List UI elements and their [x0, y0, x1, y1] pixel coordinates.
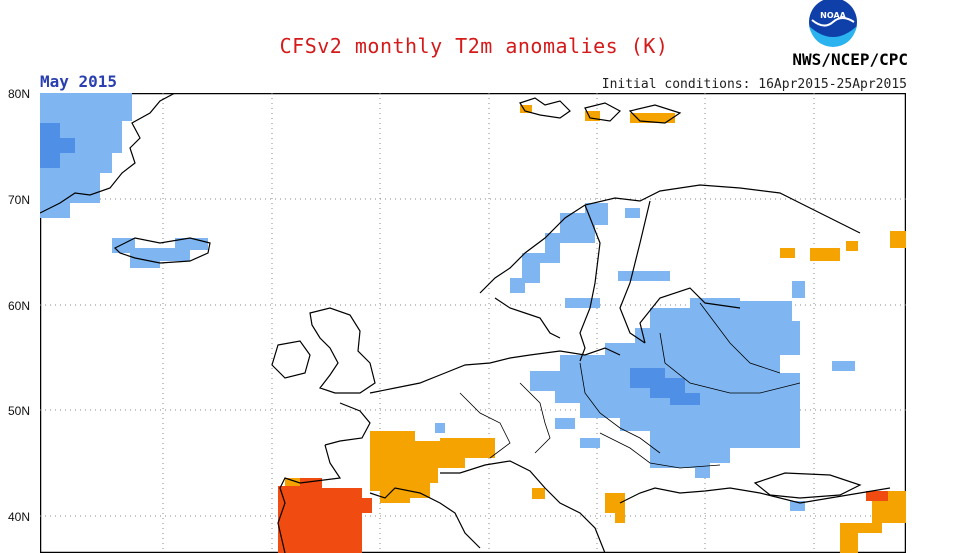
cold-anomaly-strong-cells	[40, 123, 700, 405]
coastlines	[40, 93, 891, 553]
noaa-logo: NOAA	[809, 0, 857, 47]
lat-label-60n: 60N	[8, 299, 31, 313]
anomaly-map	[40, 93, 906, 553]
initial-conditions: Initial conditions: 16Apr2015-25Apr2015	[601, 77, 907, 92]
lat-label-40n: 40N	[8, 510, 31, 524]
lat-label-80n: 80N	[8, 87, 31, 101]
lat-label-70n: 70N	[8, 193, 31, 207]
forecast-month: May 2015	[40, 72, 118, 91]
lat-label-50n: 50N	[8, 404, 31, 418]
map-title: CFSv2 monthly T2m anomalies (K)	[279, 34, 669, 58]
warm-anomaly-strong-cells	[278, 478, 888, 553]
agency-label: NWS/NCEP/CPC	[792, 50, 908, 69]
logo-text: NOAA	[820, 11, 846, 20]
